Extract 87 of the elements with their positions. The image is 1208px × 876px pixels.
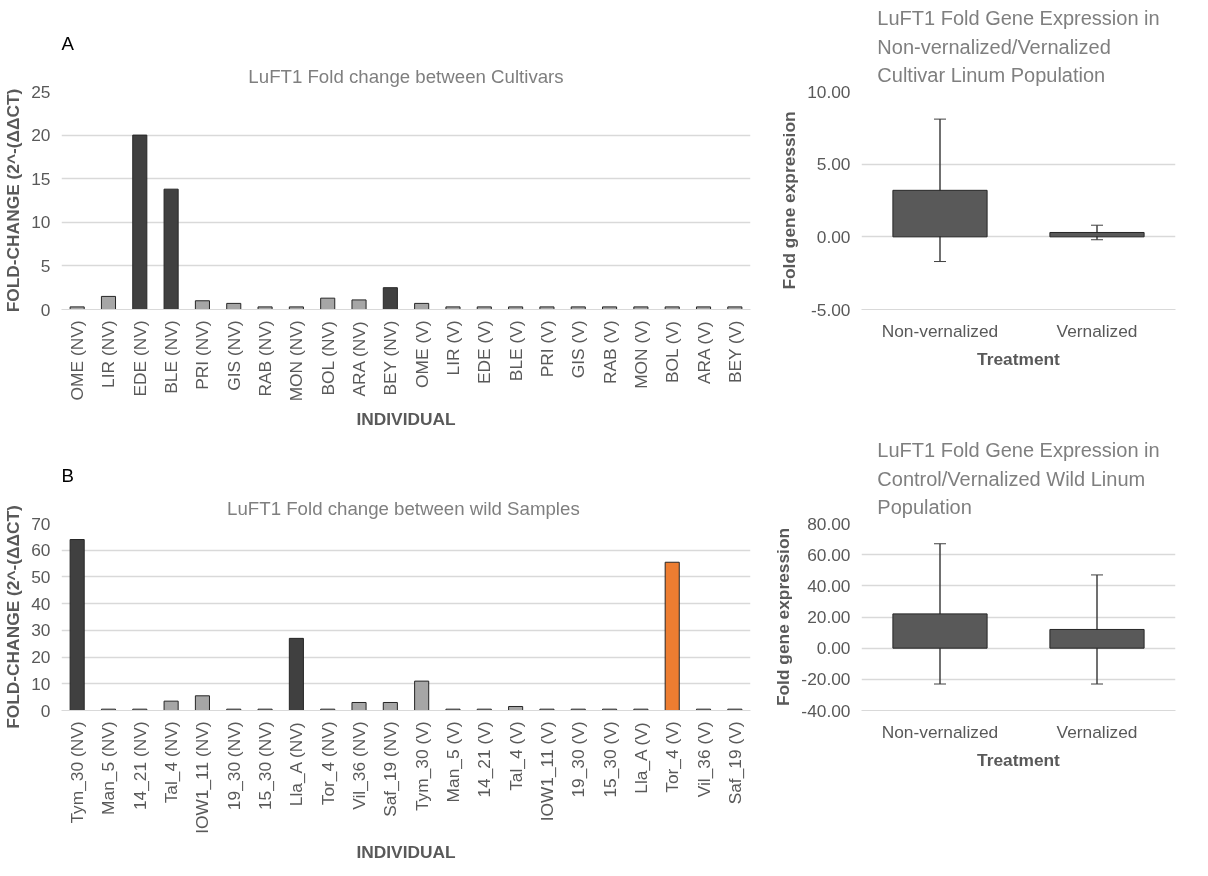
x-tick-label: BOL (V): [662, 321, 683, 384]
x-tick-label: BOL (NV): [317, 321, 338, 396]
x-tick-label: 15_30 (NV): [255, 721, 276, 811]
text: B: [61, 464, 74, 486]
chart-title: LuFT1 Fold change between Cultivars: [248, 65, 564, 87]
y-tick-label: 0.00: [816, 226, 851, 247]
x-tick-label: BEY (NV): [380, 320, 401, 396]
y-tick-label: 10: [31, 673, 51, 694]
x-tick-label: Tor_4 (NV): [317, 721, 338, 806]
x-axis-title: INDIVIDUAL: [356, 841, 456, 862]
x-tick-label: EDE (V): [474, 320, 495, 385]
y-tick-label: 60.00: [807, 544, 851, 565]
y-tick-label: 5.00: [816, 154, 851, 175]
y-tick-label: -5.00: [811, 299, 851, 320]
x-tick-label: Tym_30 (V): [411, 721, 432, 812]
y-tick-label: 0: [40, 700, 51, 721]
x-tick-label: Tal_4 (NV): [161, 721, 182, 804]
x-tick-label: Vil_36 (V): [693, 721, 714, 798]
x-tick-label: OME (NV): [67, 320, 88, 401]
x-tick-label: 19_30 (V): [568, 721, 589, 798]
x-tick-label: IOW1_11 (V): [536, 721, 557, 822]
x-tick-label: GIS (NV): [223, 320, 244, 391]
y-tick-label: 0.00: [816, 638, 851, 659]
x-tick-label: 19_30 (NV): [223, 721, 244, 811]
y-tick-label: 40: [31, 593, 51, 614]
chart-title: LuFT1 Fold Gene Expression in Control/Vernalized Wild Linum Population: [877, 439, 1160, 519]
y-tick-label: 80.00: [807, 513, 851, 534]
y-axis-title: Fold gene expression: [773, 527, 794, 707]
y-tick-label: 40.00: [807, 575, 851, 596]
y-axis-title: Fold gene expression: [779, 111, 800, 290]
x-tick-label: PRI (NV): [192, 320, 213, 390]
y-tick-label: 50: [31, 566, 51, 587]
x-tick-label: Lla_A (NV): [286, 722, 307, 807]
x-tick-label: Tym_30 (NV): [67, 721, 88, 824]
x-tick-label: RAB (V): [599, 320, 620, 385]
y-tick-label: -40.00: [801, 700, 851, 721]
x-tick-label: MON (NV): [286, 320, 307, 402]
x-tick-label: BLE (V): [505, 320, 526, 382]
y-tick-label: 15: [31, 168, 51, 189]
x-tick-label: GIS (V): [568, 320, 589, 379]
x-tick-label: MON (V): [630, 320, 651, 389]
x-tick-label: Vernalized: [1056, 721, 1138, 742]
x-axis-title: INDIVIDUAL: [356, 409, 456, 430]
x-tick-label: 14_21 (NV): [129, 721, 150, 811]
x-tick-label: BEY (V): [724, 320, 745, 384]
x-axis-title: Treatment: [977, 348, 1061, 369]
x-tick-label: Man_5 (NV): [98, 721, 119, 815]
x-tick-label: Saf_19 (V): [724, 721, 745, 805]
y-tick-label: 70: [31, 513, 51, 534]
x-tick-label: EDE (NV): [129, 320, 150, 397]
x-tick-label: BLE (NV): [161, 320, 182, 394]
chart-title: LuFT1 Fold change between wild Samples: [227, 497, 580, 519]
x-tick-label: IOW1_11 (NV): [192, 721, 213, 834]
x-tick-label: Non-vernalized: [881, 320, 999, 341]
x-tick-label: PRI (V): [536, 320, 557, 378]
y-tick-label: 10: [31, 212, 51, 233]
text: A: [61, 32, 75, 54]
y-tick-label: 30: [31, 620, 51, 641]
x-tick-label: Saf_19 (NV): [380, 721, 401, 817]
y-axis-title: FOLD-CHANGE (2^-(ΔΔCT): [3, 88, 24, 313]
x-tick-label: LIR (V): [442, 320, 463, 376]
x-tick-label: LIR (NV): [98, 320, 119, 388]
x-tick-label: 14_21 (V): [474, 721, 495, 798]
x-tick-label: Man_5 (V): [442, 721, 463, 803]
y-tick-label: 20.00: [807, 607, 851, 627]
x-tick-label: ARA (V): [693, 321, 714, 385]
x-tick-label: Tal_4 (V): [505, 721, 526, 791]
x-tick-label: Vil_36 (NV): [349, 721, 370, 810]
x-tick-label: Tor_4 (V): [662, 721, 683, 793]
y-axis-title: FOLD-CHANGE (2^-(ΔΔCT): [3, 505, 24, 729]
y-tick-label: 25: [31, 81, 51, 102]
x-tick-label: ARA (NV): [349, 321, 370, 397]
x-tick-label: Vernalized: [1056, 320, 1138, 341]
x-tick-label: Non-vernalized: [881, 721, 999, 742]
y-tick-label: 10.00: [807, 81, 851, 102]
x-tick-label: RAB (NV): [255, 320, 276, 397]
y-tick-label: -20.00: [801, 669, 851, 690]
x-axis-title: Treatment: [977, 749, 1061, 770]
y-tick-label: 60: [31, 540, 51, 561]
y-tick-label: 20: [31, 647, 51, 668]
x-tick-label: 15_30 (V): [599, 721, 620, 798]
x-tick-label: Lla_A (V): [630, 722, 651, 794]
y-tick-label: 20: [31, 125, 51, 146]
y-tick-label: 5: [40, 255, 51, 276]
y-tick-label: 0: [40, 299, 51, 320]
chart-title: LuFT1 Fold Gene Expression in Non-vernalized/Vernalized Cultivar Linum Population: [877, 7, 1160, 87]
x-tick-label: OME (V): [411, 320, 432, 388]
